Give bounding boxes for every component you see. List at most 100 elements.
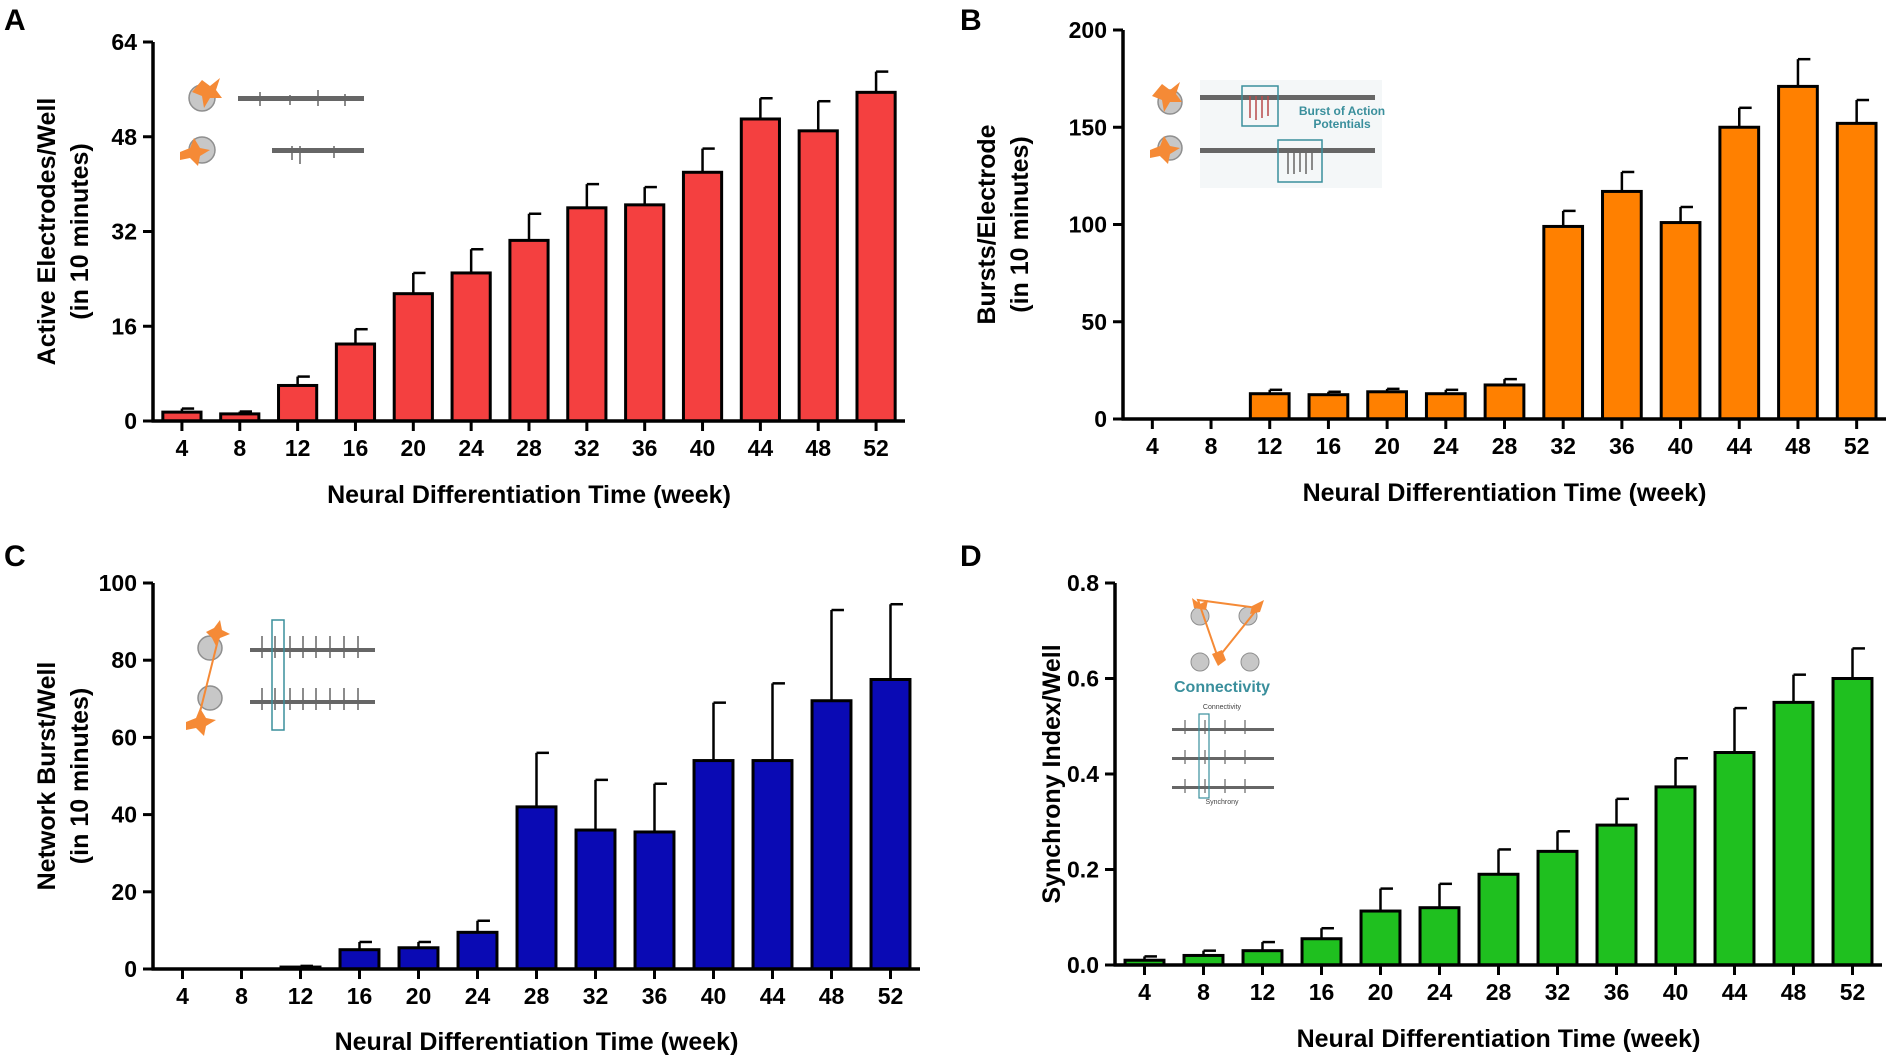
y-tick-label: 80 (111, 647, 137, 673)
x-tick-label: 12 (285, 435, 311, 461)
x-tick-label: 48 (1785, 433, 1811, 459)
y-tick-label: 0.8 (1067, 570, 1099, 596)
y-axis-label-sub: (in 10 minutes) (1006, 136, 1034, 312)
bar (797, 129, 839, 423)
inset-caption-line2: Potentials (1313, 117, 1371, 131)
x-tick-label: 32 (583, 983, 609, 1009)
bar (1248, 392, 1291, 421)
bar (1418, 906, 1461, 967)
x-tick-label: 20 (1374, 433, 1400, 459)
panel-label-c: C (4, 540, 26, 573)
x-tick-label: 24 (1433, 433, 1459, 459)
bar (566, 206, 608, 423)
x-tick-label: 48 (819, 983, 845, 1009)
bar (515, 805, 558, 971)
bar (1772, 700, 1815, 967)
x-axis-label: Neural Differentiation Time (week) (335, 1028, 739, 1056)
x-tick-label: 40 (1663, 979, 1689, 1005)
bar (1424, 392, 1467, 421)
panel-label-a: A (4, 4, 26, 37)
x-tick-label: 24 (1427, 979, 1453, 1005)
x-tick-label: 44 (1726, 433, 1752, 459)
bar (334, 342, 377, 423)
x-tick-label: 36 (632, 435, 658, 461)
y-axis-label-sub: (in 10 minutes) (66, 688, 94, 864)
y-axis-label: Active Electrodes/Well (33, 98, 61, 366)
x-tick-label: 4 (1138, 979, 1151, 1005)
y-axis-label: Bursts/Electrode (973, 124, 1001, 324)
bar (1477, 872, 1520, 967)
bar (1713, 751, 1756, 967)
panel-b-inset: Burst of Action Potentials (1150, 80, 1385, 188)
bar (624, 203, 666, 423)
bar (1536, 849, 1579, 967)
y-tick-label: 0.6 (1067, 666, 1099, 692)
neuron-icon (1152, 82, 1182, 112)
x-tick-label: 8 (235, 983, 248, 1009)
bar (574, 828, 617, 971)
y-tick-label: 16 (111, 313, 137, 339)
y-tick-label: 32 (111, 219, 137, 245)
x-tick-label: 12 (1257, 433, 1283, 459)
panel-a-inset (180, 78, 364, 166)
x-tick-label: 8 (233, 435, 246, 461)
bar (869, 678, 912, 971)
y-tick-label: 150 (1069, 114, 1107, 140)
bar (1831, 677, 1874, 967)
bar (508, 238, 550, 423)
x-tick-label: 40 (1668, 433, 1694, 459)
x-tick-label: 48 (1781, 979, 1807, 1005)
x-tick-label: 28 (1492, 433, 1518, 459)
bar (810, 699, 853, 971)
y-tick-label: 0 (1094, 406, 1107, 432)
neuron-icon (206, 620, 230, 646)
x-tick-label: 28 (516, 435, 542, 461)
x-tick-label: 12 (288, 983, 314, 1009)
bar (739, 117, 781, 423)
y-tick-label: 200 (1069, 17, 1107, 43)
x-tick-label: 20 (1368, 979, 1394, 1005)
y-tick-label: 0 (124, 956, 137, 982)
y-axis-label-sub: (in 10 minutes) (66, 143, 94, 319)
y-tick-label: 50 (1081, 309, 1107, 335)
bar (1601, 189, 1643, 421)
x-tick-label: 36 (1604, 979, 1630, 1005)
y-axis-label: Network Burst/Well (33, 662, 61, 891)
bar (751, 759, 794, 971)
panel-d-inset: Connectivity Connectivity Synchrony (1172, 598, 1274, 806)
x-tick-label: 52 (863, 435, 889, 461)
bar (1835, 121, 1878, 421)
x-tick-label: 16 (347, 983, 373, 1009)
x-axis-label: Neural Differentiation Time (week) (327, 481, 731, 509)
y-tick-label: 0.0 (1067, 952, 1099, 978)
x-tick-label: 28 (1486, 979, 1512, 1005)
x-tick-label: 12 (1250, 979, 1276, 1005)
x-tick-label: 32 (1545, 979, 1571, 1005)
y-tick-label: 60 (111, 724, 137, 750)
y-tick-label: 0.4 (1067, 761, 1099, 787)
panel-b: B Burst of Action Potentials 0 50 100 150 20… (960, 4, 1886, 507)
neuron-icon (1150, 136, 1180, 164)
bar (392, 292, 434, 423)
y-axis-label: Synchrony Index/Well (1038, 644, 1066, 903)
x-tick-label: 52 (878, 983, 904, 1009)
x-tick-label: 52 (1840, 979, 1866, 1005)
x-tick-label: 36 (1609, 433, 1635, 459)
bar (456, 930, 499, 971)
x-tick-label: 16 (1309, 979, 1335, 1005)
bar (1300, 937, 1343, 967)
x-tick-label: 44 (760, 983, 786, 1009)
panel-label-d: D (960, 540, 982, 573)
bar (1595, 823, 1638, 967)
x-tick-label: 24 (465, 983, 491, 1009)
x-tick-label: 36 (642, 983, 668, 1009)
x-tick-label: 44 (1722, 979, 1748, 1005)
panel-label-b: B (960, 4, 982, 37)
neuron-icon (186, 708, 216, 736)
y-tick-label: 20 (111, 879, 137, 905)
neuron-icon (192, 78, 222, 108)
panel-d: D Connectivity Connectivity Synchrony 0.… (960, 540, 1882, 1053)
